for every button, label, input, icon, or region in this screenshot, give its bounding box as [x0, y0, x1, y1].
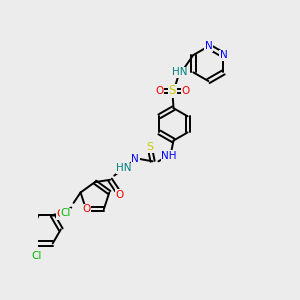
Text: HN: HN [116, 163, 132, 173]
Text: HN: HN [172, 68, 187, 77]
Text: O: O [181, 86, 189, 96]
Text: O: O [155, 86, 164, 96]
Text: O: O [115, 190, 124, 200]
Text: Cl: Cl [31, 251, 42, 261]
Text: N: N [220, 50, 227, 60]
Text: S: S [147, 142, 154, 152]
Text: Cl: Cl [60, 208, 70, 218]
Text: N: N [205, 41, 212, 51]
Text: NH: NH [161, 151, 177, 160]
Text: O: O [82, 204, 90, 214]
Text: S: S [169, 84, 176, 98]
Text: O: O [57, 209, 65, 219]
Text: N: N [131, 154, 139, 164]
